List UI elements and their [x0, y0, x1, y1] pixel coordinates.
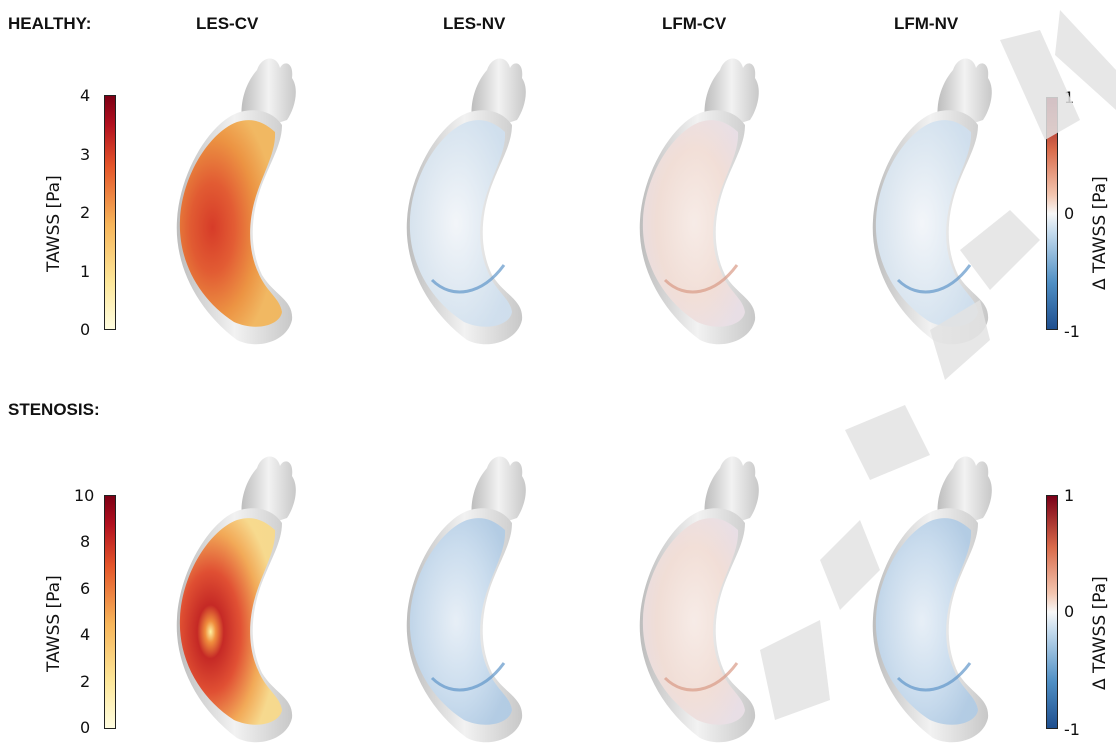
stenosis-tick-8: 8: [80, 532, 91, 551]
column-header-les-nv: LES-NV: [443, 14, 506, 33]
stenosis-delta-tick-neg1: -1: [1064, 720, 1080, 739]
heart-stenosis-les-nv: [406, 456, 526, 743]
ventricle-outflow-surface: [937, 456, 992, 523]
healthy-delta-gradient: [1046, 97, 1058, 330]
heart-healthy-lfm-cv: [639, 58, 759, 345]
column-header-lfm-cv: LFM-CV: [662, 14, 727, 33]
ventricle-outflow-surface: [471, 58, 526, 125]
ventricle-outflow-surface: [241, 456, 296, 523]
healthy-tick-2: 2: [80, 203, 91, 222]
ventricle-outflow-surface: [704, 58, 759, 125]
ventricle-tawss-field: [642, 518, 745, 725]
heart-healthy-lfm-nv: [872, 58, 992, 345]
heart-stenosis-lfm-nv: [872, 456, 992, 743]
stenosis-tick-6: 6: [80, 579, 91, 598]
ventricle-outflow-surface: [704, 456, 759, 523]
column-header-les-cv: LES-CV: [196, 14, 259, 33]
stenosis-tick-4: 4: [80, 625, 91, 644]
healthy-delta-label: Δ TAWSS [Pa]: [1090, 176, 1110, 290]
healthy-delta-tick-1: 1: [1064, 88, 1075, 107]
healthy-tick-0: 0: [80, 320, 91, 339]
stenosis-tick-10: 10: [74, 486, 95, 505]
healthy-delta-tick-neg1: -1: [1064, 322, 1080, 341]
ventricle-tawss-field: [409, 518, 512, 725]
heart-stenosis-lfm-cv: [639, 456, 759, 743]
stenosis-row-label: STENOSIS:: [8, 400, 100, 419]
ventricle-tawss-field: [642, 120, 745, 327]
ventricle-tawss-field: [409, 120, 512, 327]
healthy-row-label: HEALTHY:: [8, 14, 92, 33]
ventricle-tawss-field: [179, 120, 282, 327]
ventricle-difference-band: [663, 662, 739, 692]
healthy-delta-tick-0: 0: [1064, 204, 1075, 223]
healthy-colorbar-label: TAWSS [Pa]: [44, 175, 64, 272]
healthy-tick-1: 1: [80, 262, 91, 281]
stenosis-colorbar-label: TAWSS [Pa]: [44, 575, 64, 672]
ventricle-difference-band: [430, 662, 506, 692]
ventricle-outflow-surface: [241, 58, 296, 125]
ventricle-outflow-surface: [937, 58, 992, 125]
stenosis-delta-gradient: [1046, 495, 1058, 729]
stenosis-tick-0: 0: [80, 718, 91, 737]
column-header-lfm-nv: LFM-NV: [894, 14, 959, 33]
healthy-colorbar-gradient: [104, 95, 116, 330]
ventricle-tawss-field: [875, 120, 978, 327]
ventricle-tawss-field: [179, 518, 282, 725]
heart-healthy-les-cv: [176, 58, 296, 345]
ventricle-difference-band: [896, 662, 972, 692]
ventricle-difference-band: [663, 264, 739, 294]
stenosis-tick-2: 2: [80, 672, 91, 691]
ventricle-outflow-surface: [471, 456, 526, 523]
stenosis-colorbar-gradient: [104, 495, 116, 729]
healthy-tick-3: 3: [80, 145, 91, 164]
heart-stenosis-les-cv: [176, 456, 296, 743]
stenosis-delta-tick-0: 0: [1064, 602, 1075, 621]
healthy-tick-4: 4: [80, 86, 91, 105]
ventricle-tawss-field: [875, 518, 978, 725]
stenosis-delta-label: Δ TAWSS [Pa]: [1090, 576, 1110, 690]
heart-healthy-les-nv: [406, 58, 526, 345]
ventricle-difference-band: [430, 264, 506, 294]
stenosis-delta-tick-1: 1: [1064, 486, 1075, 505]
